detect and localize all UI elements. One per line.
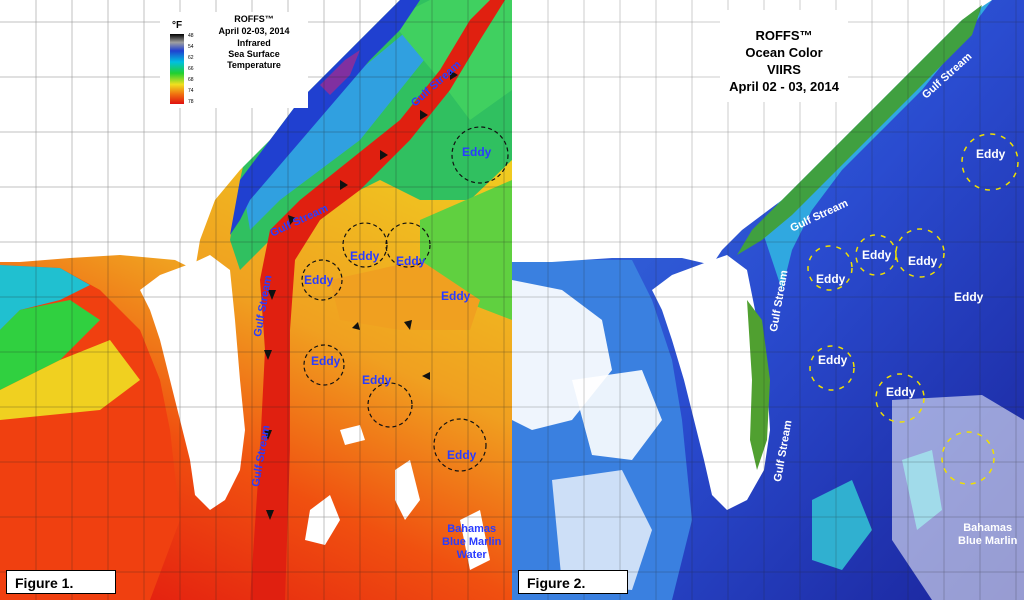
eddy-outline xyxy=(809,345,855,391)
eddy-outline xyxy=(433,418,487,472)
sst-legend-tick: 74 xyxy=(188,88,194,94)
sst-eddy-label: Eddy xyxy=(362,373,392,387)
gulf-stream-core xyxy=(250,0,505,600)
eddy-outline xyxy=(303,344,345,386)
sst-title-product: Sea Surface Temperature xyxy=(227,49,281,70)
coastal-blue-band xyxy=(230,0,420,235)
oc-eddy-label: Eddy xyxy=(816,272,846,286)
sst-latlon-grid xyxy=(0,0,512,600)
atlantic-shelf-blue xyxy=(245,0,470,230)
bahamas-island-1 xyxy=(305,495,340,545)
eddy-outline xyxy=(855,234,897,276)
sst-title-date: April 02-03, 2014 xyxy=(218,26,290,36)
eddy-outline xyxy=(367,382,413,428)
oc-title-product: Ocean Color xyxy=(745,45,823,60)
gulf-north-cool-water xyxy=(0,265,90,330)
sst-legend-tick: 54 xyxy=(188,44,194,50)
oc-us-land xyxy=(512,0,992,265)
florida-land xyxy=(140,255,245,510)
sst-legend-tick: 62 xyxy=(188,55,194,61)
oc-eddy-outlines xyxy=(807,133,1019,485)
eddy-outline xyxy=(941,431,995,485)
oc-eddy-label: Eddy xyxy=(908,254,938,268)
eddy-outline xyxy=(385,222,431,268)
coastal-cold-water xyxy=(320,50,360,95)
oc-coastal-green xyxy=(737,5,982,255)
sst-map-panel: ROFFS™ April 02-03, 2014 Infrared Sea Su… xyxy=(0,0,512,600)
atlantic-yellow-eddy-water xyxy=(330,260,480,330)
sst-title-brand: ROFFS™ xyxy=(234,14,274,24)
oc-eddy-label: Eddy xyxy=(954,290,984,304)
oc-eddy-label: Eddy xyxy=(862,248,892,262)
sst-color-legend xyxy=(170,34,184,104)
oc-title-sensor: VIIRS xyxy=(767,62,801,77)
oc-title-date: April 02 - 03, 2014 xyxy=(729,79,839,94)
oc-gulf-cloud-2 xyxy=(572,370,662,460)
oc-bahamas-bank-1 xyxy=(812,480,872,570)
sst-title-sensor: Infrared xyxy=(237,38,271,48)
oc-eddy-label: Eddy xyxy=(976,147,1006,161)
oc-florida-coast-green xyxy=(747,300,770,470)
ocean-color-map xyxy=(512,0,1024,600)
sst-eddy-label: Eddy xyxy=(350,249,380,263)
eddy-outline xyxy=(875,373,925,423)
ocean-color-map-panel: ROFFS™ Ocean Color VIIRS April 02 - 03, … xyxy=(512,0,1024,600)
oc-gulf-cloud-3 xyxy=(552,470,652,590)
sst-eddy-label: Eddy xyxy=(304,273,334,287)
sst-eddy-label: Eddy xyxy=(441,289,471,303)
gulf-yellow-water xyxy=(0,340,140,420)
sst-eddy-label: Eddy xyxy=(396,254,426,268)
oc-title-brand: ROFFS™ xyxy=(755,28,813,43)
sst-eddy-outlines xyxy=(301,126,509,472)
sst-info-box: ROFFS™ April 02-03, 2014 Infrared Sea Su… xyxy=(160,12,308,108)
oc-east-cloud xyxy=(892,395,1024,600)
oc-eddy-label: Eddy xyxy=(886,385,916,399)
oc-eddy-label: Eddy xyxy=(818,353,848,367)
sst-eddy-label: Eddy xyxy=(462,145,492,159)
eddy-outline xyxy=(961,133,1019,191)
sst-flow-arrows xyxy=(264,70,458,520)
oc-bahamas-label: Bahamas Blue Marlin xyxy=(958,522,1018,547)
eddy-outline xyxy=(451,126,509,184)
bahamas-island-3 xyxy=(395,460,420,520)
sst-legend-tick: 68 xyxy=(188,77,194,83)
eddy-outline xyxy=(342,222,388,268)
oc-florida-land xyxy=(652,255,770,510)
eddy-outline xyxy=(895,228,945,278)
eddy-outline xyxy=(301,259,343,301)
figure-1-label: Figure 1. xyxy=(6,570,116,594)
gulf-green-water xyxy=(0,300,100,390)
sst-eddy-label: Eddy xyxy=(447,448,477,462)
bahamas-island-4 xyxy=(460,510,490,570)
sst-legend-tick: 48 xyxy=(188,33,194,39)
oc-info-box: ROFFS™ Ocean Color VIIRS April 02 - 03, … xyxy=(720,10,848,102)
sst-legend-tick: 66 xyxy=(188,66,194,72)
sst-eddy-label: Eddy xyxy=(311,354,341,368)
figure-2-label: Figure 2. xyxy=(518,570,628,594)
eddy-outline xyxy=(807,245,853,291)
sst-legend-unit: °F xyxy=(172,20,183,31)
sst-bahamas-label: Bahamas Blue Marlin Water xyxy=(442,523,502,561)
bahamas-island-2 xyxy=(340,425,365,445)
sst-legend-tick: 78 xyxy=(188,99,194,105)
